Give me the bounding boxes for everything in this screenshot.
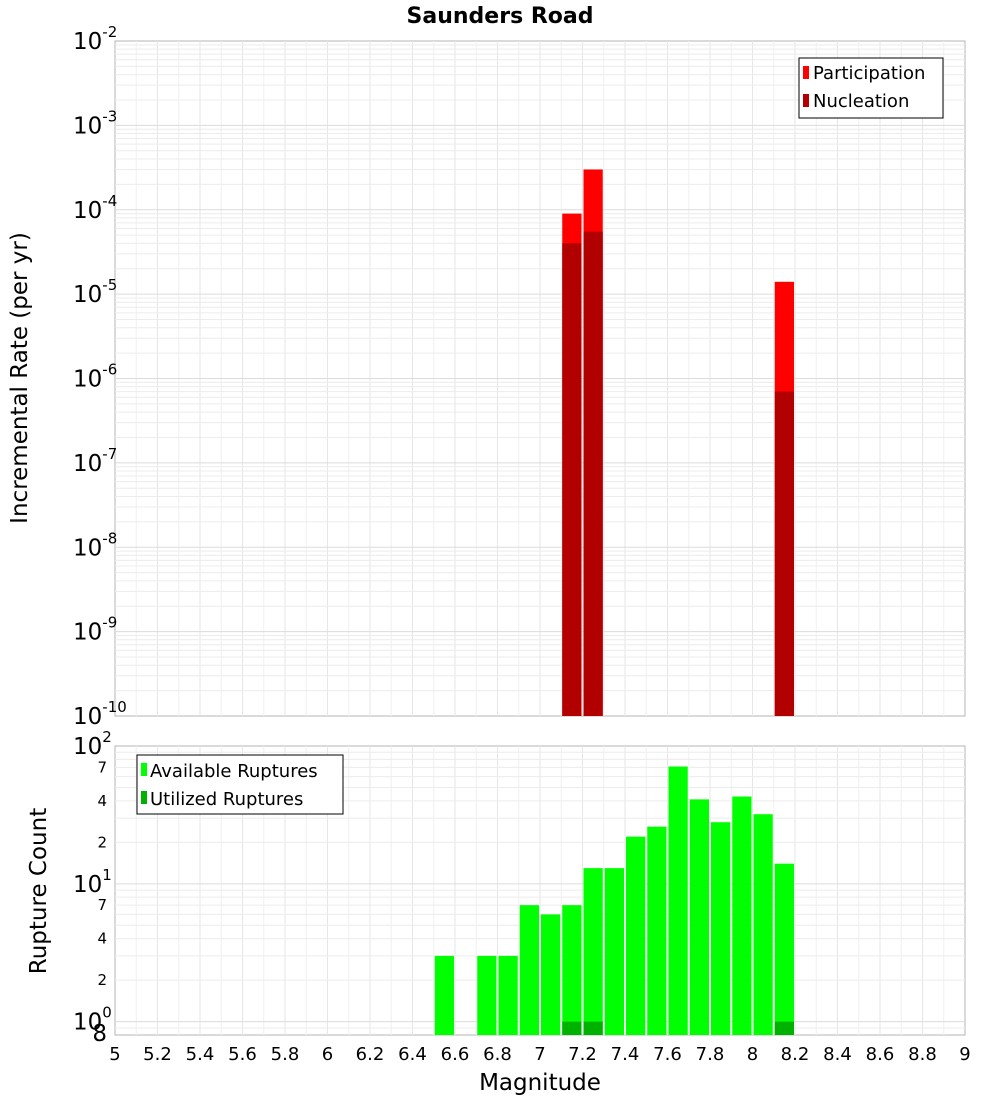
chart-title: Saunders Road	[407, 4, 594, 29]
available-ruptures-bar	[498, 955, 518, 1035]
y-tick-label: 101	[73, 866, 112, 898]
count-grid	[115, 746, 965, 1035]
count-legend: Available Ruptures Utilized Ruptures	[136, 754, 344, 815]
available-ruptures-bar	[541, 914, 561, 1035]
x-tick-label: 5.8	[271, 1044, 300, 1065]
x-tick-label: 6.8	[483, 1044, 512, 1065]
y-tick-label: 10-2	[73, 23, 117, 55]
x-axis-label: Magnitude	[479, 1070, 601, 1096]
x-tick-label: 8.8	[908, 1044, 937, 1065]
count-legend-box	[136, 754, 344, 815]
available-ruptures-bar	[562, 905, 582, 1035]
available-ruptures-bar	[774, 863, 794, 1035]
x-tick-label: 8	[747, 1044, 758, 1065]
y-tick-label: 7	[97, 758, 107, 776]
rate-y-axis-label: Incremental Rate (per yr)	[7, 232, 33, 524]
rate-y-tick-labels: 10-10 10-9 10-8 10-7 10-6 10-5 10-4 10-3 10-2	[73, 23, 127, 730]
y-tick-label: 4	[97, 792, 107, 810]
x-tick-label: 6.6	[441, 1044, 470, 1065]
rate-legend-box	[798, 57, 944, 119]
x-tick-label: 9	[959, 1044, 970, 1065]
available-ruptures-bar	[477, 955, 497, 1035]
y-tick-label: 10-9	[73, 614, 117, 646]
utilized-ruptures-bar	[562, 1021, 582, 1035]
utilized-legend-swatch	[141, 791, 147, 804]
available-ruptures-bar	[732, 796, 752, 1035]
available-legend-swatch	[141, 763, 147, 776]
available-ruptures-bar	[689, 799, 709, 1035]
x-tick-label: 7.4	[611, 1044, 640, 1065]
x-tick-label: 5.2	[143, 1044, 172, 1065]
y-tick-label: 10-5	[73, 276, 117, 308]
nucleation-bar	[562, 243, 582, 717]
utilized-ruptures-bar	[583, 1021, 603, 1035]
x-tick-label: 8.4	[823, 1044, 852, 1065]
rate-panel: 10-10 10-9 10-8 10-7 10-6 10-5 10-4 10-3 10-2 In…	[7, 23, 966, 730]
x-tick-label: 5.4	[186, 1044, 215, 1065]
available-ruptures-bar	[519, 905, 539, 1035]
available-ruptures-bar	[434, 955, 454, 1035]
utilized-ruptures-bar	[774, 1021, 794, 1035]
available-ruptures-bar	[647, 826, 667, 1035]
y-tick-label: 4	[97, 930, 107, 948]
participation-legend-label: Participation	[813, 63, 925, 84]
y-tick-label: 10-10	[73, 698, 127, 730]
nucleation-legend-label: Nucleation	[813, 91, 909, 112]
rate-legend: Participation Nucleation	[798, 57, 944, 119]
nucleation-bar	[583, 231, 603, 716]
x-tick-label: 7.6	[653, 1044, 682, 1065]
rate-bars	[562, 169, 794, 717]
y-tick-label: 7	[97, 896, 107, 914]
available-ruptures-bar	[604, 868, 624, 1035]
x-tick-label: 5	[109, 1044, 120, 1065]
x-tick-label: 6.4	[398, 1044, 427, 1065]
y-tick-label: 10-8	[73, 529, 117, 561]
y-tick-label: 8	[92, 1021, 107, 1047]
y-tick-label: 2	[97, 833, 107, 851]
available-legend-label: Available Ruptures	[150, 761, 318, 782]
utilized-legend-label: Utilized Ruptures	[150, 789, 303, 810]
nucleation-bar	[774, 391, 794, 716]
available-ruptures-bar	[626, 836, 646, 1035]
available-ruptures-bar	[583, 868, 603, 1035]
x-tick-label: 6	[322, 1044, 333, 1065]
x-tick-label: 7.8	[696, 1044, 725, 1065]
available-ruptures-bar	[753, 814, 773, 1035]
x-tick-label: 7.2	[568, 1044, 597, 1065]
count-bars	[434, 766, 794, 1035]
x-tick-label: 8.2	[781, 1044, 810, 1065]
y-tick-label: 10-6	[73, 361, 117, 393]
count-y-axis-label: Rupture Count	[26, 808, 52, 974]
x-tick-label: 5.6	[228, 1044, 257, 1065]
rate-grid	[115, 41, 965, 716]
y-tick-label: 10-3	[73, 107, 117, 139]
y-tick-label: 10-7	[73, 445, 117, 477]
participation-legend-swatch	[803, 66, 809, 79]
x-tick-label: 8.6	[866, 1044, 895, 1065]
y-tick-label: 2	[97, 971, 107, 989]
x-tick-label: 6.2	[356, 1044, 385, 1065]
y-tick-label: 102	[73, 728, 112, 760]
available-ruptures-bar	[668, 766, 688, 1035]
x-tick-label: 7	[534, 1044, 545, 1065]
y-tick-label: 100	[73, 1004, 112, 1036]
magnitude-x-tick-labels: 5 5.2 5.4 5.6 5.8 6 6.2 6.4 6.6 6.8 7 7.2 7.4 7.6 7.8 8…	[109, 1044, 970, 1065]
nucleation-legend-swatch	[803, 94, 809, 107]
y-tick-label: 10-4	[73, 192, 117, 224]
available-ruptures-bar	[711, 822, 731, 1035]
